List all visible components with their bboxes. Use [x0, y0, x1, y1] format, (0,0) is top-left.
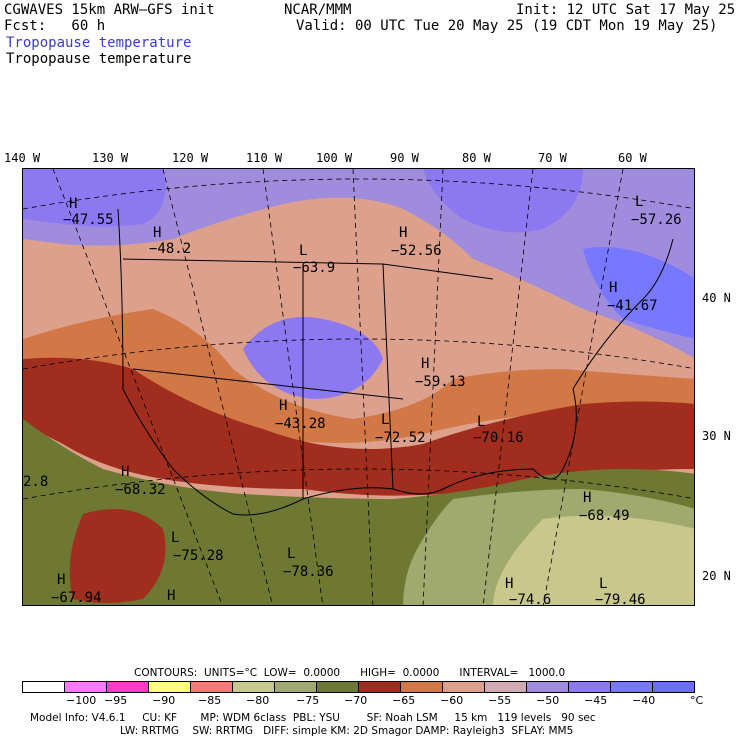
lon-label-60w: 60 W: [618, 151, 647, 165]
map-marker-high: H: [421, 356, 430, 372]
map-marker-low: L: [599, 576, 608, 592]
colorbar-swatch: [443, 682, 485, 692]
map-value: −68.49: [579, 508, 630, 524]
map-marker-high: H: [69, 196, 78, 212]
colorbar-swatch: [359, 682, 401, 692]
valid-time: Valid: 00 UTC Tue 20 May 25 (19 CDT Mon …: [296, 18, 718, 34]
colorbar-tick: −85: [198, 694, 222, 707]
map-marker-low: L: [635, 194, 644, 210]
colorbar-swatch: [485, 682, 527, 692]
map-marker-high: H: [167, 588, 176, 604]
colorbar-swatch: [653, 682, 694, 692]
center-label: NCAR/MMM: [284, 2, 352, 18]
init-time: Init: 12 UTC Sat 17 May 25: [516, 2, 736, 18]
colorbar-tick: −95: [104, 694, 128, 707]
colorbar-tick: −55: [488, 694, 512, 707]
map-marker-low: L: [477, 414, 486, 430]
colorbar-tick: −75: [296, 694, 320, 707]
model-title: CGWAVES 15km ARW–GFS init: [4, 2, 215, 18]
map-value: −78.36: [283, 564, 334, 580]
map-marker-high: H: [505, 576, 514, 592]
colorbar-swatch: [107, 682, 149, 692]
colorbar-unit: °C: [690, 694, 704, 707]
map-value: −74.6: [509, 592, 552, 606]
colorbar-swatch: [191, 682, 233, 692]
map-value: −57.26: [631, 212, 682, 228]
colorbar-tick: −50: [536, 694, 560, 707]
lon-label-140w: 140 W: [4, 151, 41, 165]
field-label-shaded: Tropopause temperature: [6, 35, 192, 51]
colorbar-tick: −60: [440, 694, 464, 707]
colorbar-swatch: [233, 682, 275, 692]
colorbar-tick: −40: [632, 694, 656, 707]
lon-label-110w: 110 W: [246, 151, 283, 165]
map-marker-high: H: [121, 464, 130, 480]
map-value: −52.56: [391, 243, 442, 259]
map-value: −48.2: [149, 241, 192, 257]
lat-label-20n: 20 N: [702, 569, 731, 583]
lon-label-90w: 90 W: [390, 151, 419, 165]
map-value: −72.52: [375, 430, 426, 446]
model-info-line1: Model Info: V4.6.1 CU: KF MP: WDM 6class…: [30, 712, 596, 724]
map-marker-high: H: [57, 572, 66, 588]
lat-label-30n: 30 N: [702, 429, 731, 443]
map-value: −79.46: [595, 592, 646, 606]
map-marker-high: H: [583, 490, 592, 506]
map-value: −75.28: [173, 548, 224, 564]
map-marker-high: H: [279, 398, 288, 414]
colorbar-swatch: [527, 682, 569, 692]
lon-label-70w: 70 W: [538, 151, 567, 165]
colorbar-swatch: [149, 682, 191, 692]
map-value: −59.13: [415, 374, 466, 390]
map-marker-high: H: [609, 280, 618, 296]
colorbar-tick: −100: [66, 694, 97, 707]
map-value: 2.8: [23, 474, 49, 490]
colorbar-swatch: [317, 682, 359, 692]
map-marker-high: H: [399, 225, 408, 241]
map-value: −67.94: [51, 590, 102, 606]
forecast-hour: Fcst: 60 h: [4, 18, 106, 34]
colorbar-swatch: [569, 682, 611, 692]
colorbar-swatch: [275, 682, 317, 692]
map-field-shading: [23, 169, 694, 605]
map-value: −41.67: [607, 298, 658, 314]
lon-label-120w: 120 W: [172, 151, 209, 165]
colorbar-tick: −70: [344, 694, 368, 707]
colorbar-swatch: [611, 682, 653, 692]
colorbar-swatch: [23, 682, 65, 692]
model-info-line2: LW: RRTMG SW: RRTMG DIFF: simple KM: 2D …: [120, 725, 574, 737]
map-value: −47.55: [63, 212, 114, 228]
lon-label-130w: 130 W: [92, 151, 129, 165]
colorbar: [22, 681, 695, 693]
map-marker-low: L: [299, 243, 308, 259]
forecast-map: H −47.55 H −48.2 L −63.9 H −52.56 L −57.…: [22, 168, 695, 606]
colorbar-tick: −90: [152, 694, 176, 707]
colorbar-swatch: [401, 682, 443, 692]
colorbar-swatch: [65, 682, 107, 692]
colorbar-tick: −45: [584, 694, 608, 707]
colorbar-tick: −65: [392, 694, 416, 707]
map-value: −68.32: [115, 482, 166, 498]
map-marker-high: H: [153, 225, 162, 241]
colorbar-tick: −80: [246, 694, 270, 707]
map-value: −63.9: [293, 260, 336, 276]
map-marker-low: L: [171, 530, 180, 546]
map-value: −70.16: [473, 430, 524, 446]
map-marker-low: L: [287, 546, 296, 562]
map-marker-low: L: [381, 412, 390, 428]
lon-label-100w: 100 W: [316, 151, 353, 165]
map-value: −43.28: [275, 416, 326, 432]
field-label-contour: Tropopause temperature: [6, 51, 192, 67]
contours-info: CONTOURS: UNITS=°C LOW= 0.0000 HIGH= 0.0…: [134, 667, 566, 679]
lat-label-40n: 40 N: [702, 291, 731, 305]
lon-label-80w: 80 W: [462, 151, 491, 165]
